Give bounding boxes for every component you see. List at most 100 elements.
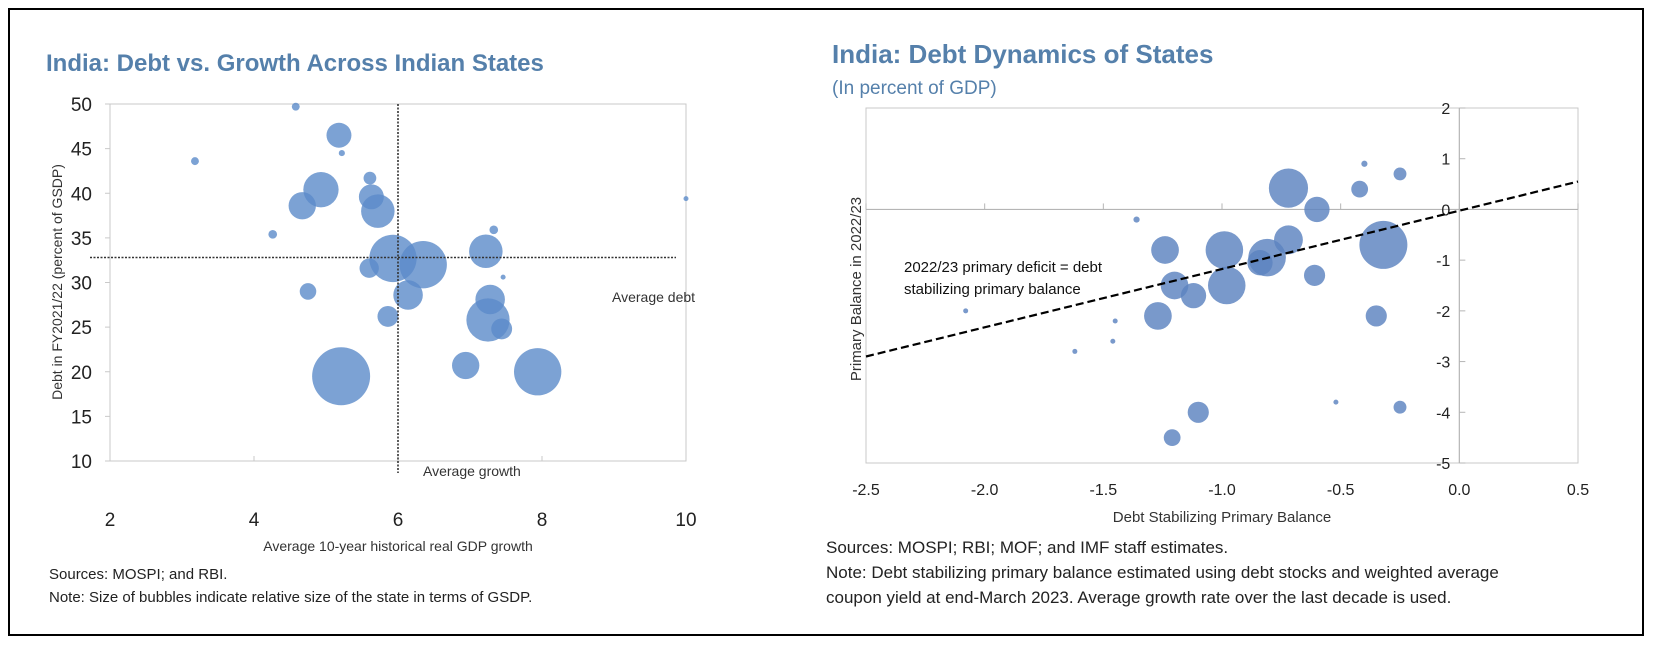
left-x-tick-label: 2: [105, 510, 116, 531]
debt-stabilizing-line: [865, 180, 1579, 358]
left-y-tick-label: 40: [71, 184, 92, 205]
right-y-tick-label: -2: [1436, 304, 1450, 321]
right-x-tick-label: -0.5: [1327, 482, 1355, 499]
right-y-tick-label: -3: [1436, 355, 1450, 372]
left-x-tick-label: 8: [537, 510, 548, 531]
right-bubble: [1247, 250, 1273, 276]
left-bubble: [452, 351, 480, 380]
right-x-tick-label: -1.5: [1090, 482, 1118, 499]
left-x-tick-label: 10: [675, 510, 696, 531]
right-bubble: [1187, 401, 1209, 423]
right-bubble: [1351, 180, 1369, 198]
left-bubble: [393, 280, 423, 310]
right-bubble: [1359, 220, 1408, 269]
left-bubble: [514, 348, 562, 396]
right-bubble: [1393, 400, 1407, 414]
right-y-tick-label: 2: [1441, 101, 1450, 118]
left-chart-title: India: Debt vs. Growth Across Indian Sta…: [46, 50, 544, 77]
left-y-tick-label: 45: [71, 140, 92, 161]
left-bubble: [191, 157, 199, 166]
left-chart: India: Debt vs. Growth Across Indian Sta…: [46, 50, 697, 606]
left-bubble: [326, 122, 352, 148]
right-x-tick-label: -2.0: [971, 482, 999, 499]
left-bubble: [361, 194, 395, 228]
left-bubble: [338, 150, 345, 157]
left-bubble: [500, 274, 506, 280]
left-y-tick-label: 10: [71, 452, 92, 473]
left-sources: Sources: MOSPI; and RBI.: [49, 566, 227, 583]
right-bubble: [1133, 216, 1140, 223]
line-annotation-2: stabilizing primary balance: [904, 281, 1081, 298]
right-y-tick-label: -5: [1436, 456, 1450, 473]
right-bubble: [1205, 231, 1244, 269]
left-bubble: [491, 318, 513, 340]
right-y-ticks: -5 -4 -3 -2 -1 0 1 2: [1436, 101, 1466, 473]
left-bubbles: [191, 102, 689, 406]
left-x-axis-label: Average 10-year historical real GDP grow…: [263, 538, 533, 554]
right-x-tick-label: 0.0: [1448, 482, 1470, 499]
left-y-tick-label: 20: [71, 363, 92, 384]
right-bubble: [1072, 348, 1078, 354]
right-sources: Sources: MOSPI; RBI; MOF; and IMF staff …: [826, 538, 1228, 557]
right-bubble: [1110, 338, 1116, 344]
right-y-tick-label: 0: [1441, 202, 1450, 219]
line-annotation-1: 2022/23 primary deficit = debt: [904, 259, 1103, 276]
right-note-line-1: Note: Debt stabilizing primary balance e…: [826, 563, 1499, 582]
right-x-tick-label: 0.5: [1567, 482, 1589, 499]
left-bubble: [363, 171, 377, 185]
left-y-ticks: 10 15 20 25 30 35 40 45 50: [71, 95, 110, 473]
left-x-tick-label: 4: [249, 510, 260, 531]
right-bubble: [963, 308, 969, 314]
right-chart-subtitle: (In percent of GDP): [832, 78, 997, 99]
right-chart: India: Debt Dynamics of States (In perce…: [826, 39, 1589, 607]
right-bubble: [1112, 318, 1118, 324]
left-y-tick-label: 15: [71, 407, 92, 428]
left-y-tick-label: 30: [71, 274, 92, 295]
left-bubble: [469, 234, 503, 269]
left-bubble: [299, 283, 317, 300]
left-bubble: [312, 347, 371, 406]
right-y-axis-label: Primary Balance in 2022/23: [848, 197, 865, 381]
right-x-tick-label: -2.5: [852, 482, 880, 499]
figure-frame: [8, 8, 1644, 636]
left-y-tick-label: 50: [71, 95, 92, 116]
right-bubble: [1144, 302, 1172, 330]
right-bubble: [1365, 305, 1387, 327]
average-debt-label: Average debt: [612, 289, 695, 305]
right-bubble: [1207, 266, 1246, 305]
average-growth-label: Average growth: [423, 463, 521, 479]
left-bubble: [291, 102, 300, 111]
left-bubble: [683, 196, 689, 202]
left-bubble: [377, 305, 399, 327]
right-bubble: [1180, 282, 1207, 309]
right-y-tick-label: 1: [1441, 152, 1450, 169]
right-y-tick-label: -1: [1436, 253, 1450, 270]
right-bubble: [1304, 196, 1330, 223]
right-bubble: [1303, 264, 1326, 286]
right-plot-area: [865, 107, 1579, 464]
left-bubble: [268, 229, 278, 239]
right-bubble: [1361, 160, 1368, 167]
left-x-ticks: 2 4 6 8 10: [105, 456, 697, 531]
right-chart-title: India: Debt Dynamics of States: [832, 39, 1213, 69]
left-bubble: [288, 192, 316, 220]
right-bubble: [1268, 168, 1309, 208]
right-bubble: [1393, 167, 1407, 181]
right-x-axis-label: Debt Stabilizing Primary Balance: [1113, 509, 1331, 526]
right-bubble: [1163, 429, 1181, 447]
right-x-ticks: -2.5 -2.0 -1.5 -1.0 -0.5 0.0 0.5: [852, 203, 1589, 499]
left-note: Note: Size of bubbles indicate relative …: [49, 589, 532, 606]
right-y-tick-label: -4: [1436, 405, 1450, 422]
left-y-axis-label: Debt in FY2021/22 (percent of GSDP): [49, 164, 65, 400]
left-bubble: [489, 225, 499, 235]
left-y-tick-label: 25: [71, 318, 92, 339]
left-x-tick-label: 6: [393, 510, 404, 531]
left-y-tick-label: 35: [71, 229, 92, 250]
right-bubble: [1151, 236, 1179, 264]
left-bubble: [359, 258, 379, 278]
right-x-tick-label: -1.0: [1208, 482, 1236, 499]
right-bubble: [1333, 399, 1339, 405]
left-bubble: [399, 240, 447, 289]
right-note-line-2: coupon yield at end-March 2023. Average …: [826, 588, 1451, 607]
